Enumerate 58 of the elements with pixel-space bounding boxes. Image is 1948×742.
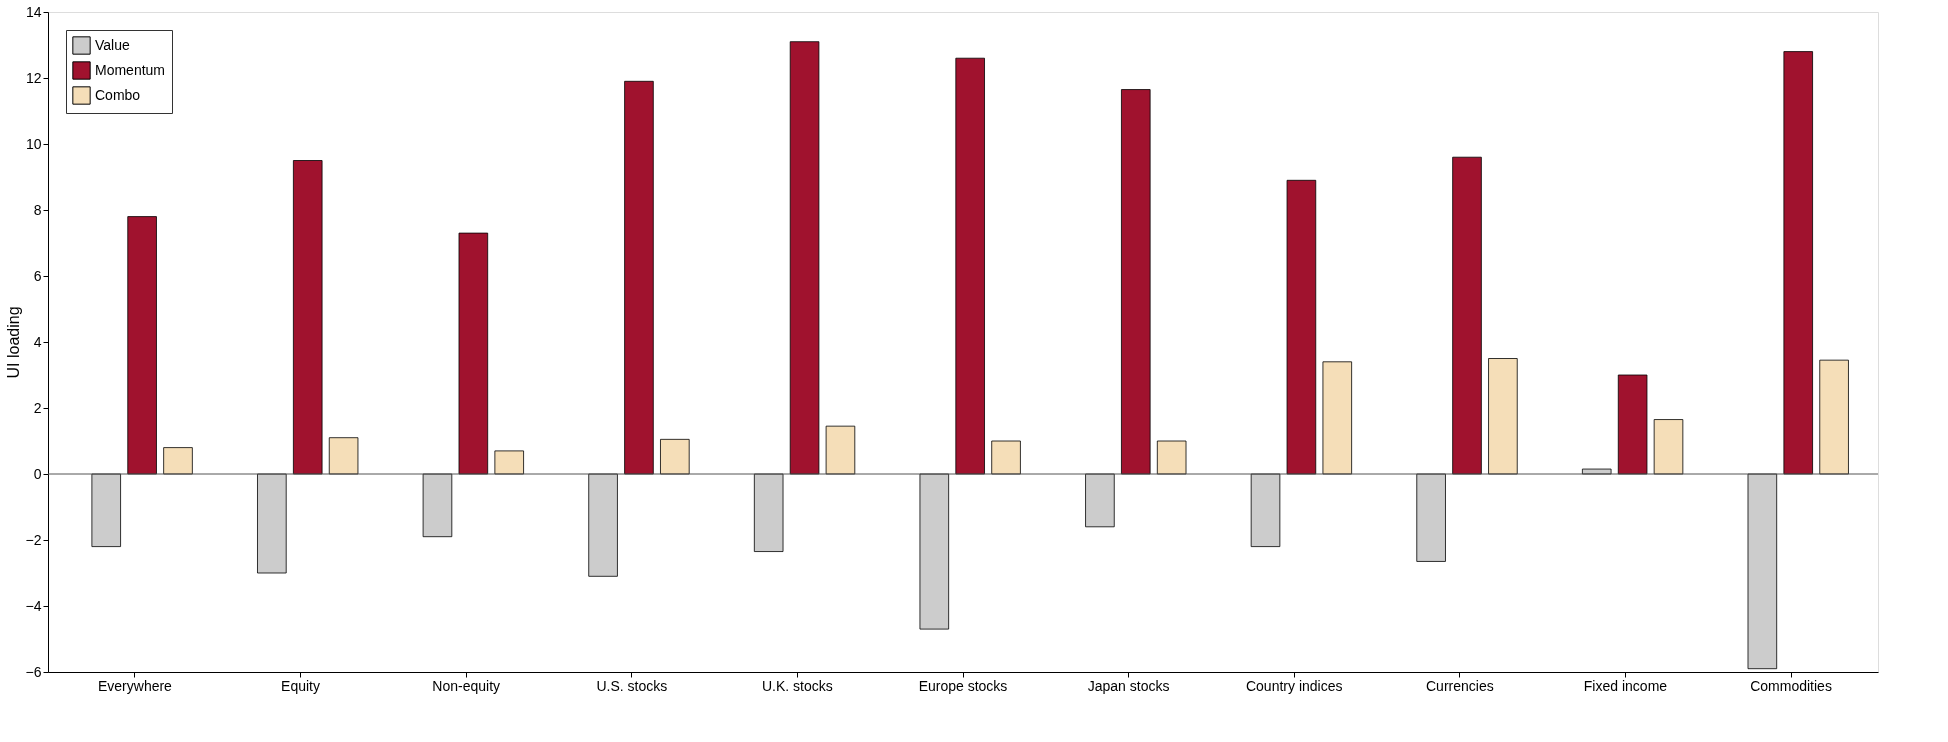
bar [292, 160, 323, 475]
x-tick-label: Country indices [1245, 677, 1343, 694]
bar [1250, 473, 1281, 547]
y-tick-label: 6 [33, 267, 42, 284]
bar [1819, 359, 1849, 475]
x-tick-label: Japan stocks [1087, 677, 1170, 694]
y-tick-label: 12 [25, 69, 42, 86]
bar [588, 473, 618, 577]
y-tick-label: 10 [25, 135, 42, 152]
y-tick-label: −6 [25, 663, 42, 680]
bar [789, 41, 820, 475]
bar [91, 473, 121, 547]
bar [624, 80, 654, 475]
bar [163, 447, 193, 475]
bar [1085, 473, 1115, 528]
bar [991, 440, 1021, 475]
x-tick-label: Currencies [1425, 677, 1494, 694]
x-tick-label: Fixed income [1583, 677, 1668, 694]
y-tick-label: 4 [33, 333, 42, 350]
bar [1488, 358, 1518, 475]
bar [1416, 473, 1446, 562]
bar [919, 473, 950, 630]
bar [1747, 473, 1778, 670]
x-tick-label: U.S. stocks [596, 677, 668, 694]
bar [825, 425, 856, 475]
x-tick-label: Non-equity [432, 677, 501, 694]
bar [328, 437, 359, 475]
y-tick-label: −2 [25, 531, 42, 548]
bar [1156, 440, 1187, 475]
legend-label: Momentum [95, 61, 166, 78]
x-tick-label: Equity [281, 677, 321, 694]
bar [422, 473, 453, 538]
bar [1322, 361, 1353, 475]
x-tick-label: U.K. stocks [761, 677, 833, 694]
bar [955, 57, 985, 475]
bar [1286, 179, 1317, 475]
legend-label: Value [95, 36, 130, 53]
x-tick-label: Europe stocks [918, 677, 1008, 694]
bar [494, 450, 524, 475]
y-tick-label: 0 [33, 465, 42, 482]
bar [660, 438, 690, 475]
bar [1653, 419, 1684, 475]
bar [1783, 51, 1813, 475]
y-tick-label: 2 [33, 399, 42, 416]
legend-label: Combo [95, 86, 141, 103]
y-axis-title: UI loading [4, 306, 22, 379]
bar [1121, 89, 1151, 475]
bar [1617, 374, 1648, 475]
y-tick-label: 14 [25, 3, 42, 20]
bar [257, 473, 287, 574]
bar [127, 216, 157, 475]
y-tick-label: 8 [33, 201, 42, 218]
bar [1452, 156, 1482, 475]
bar [753, 473, 784, 552]
x-tick-label: Commodities [1750, 677, 1832, 694]
bar [458, 232, 489, 475]
y-tick-label: −4 [25, 597, 42, 614]
x-tick-label: Everywhere [97, 677, 173, 694]
